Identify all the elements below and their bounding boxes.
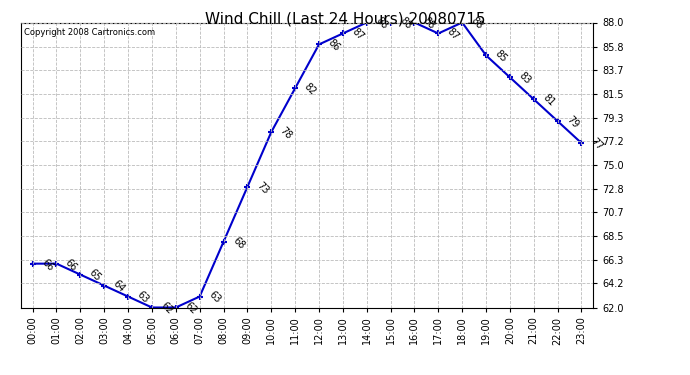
Text: 63: 63 xyxy=(135,290,150,306)
Text: 73: 73 xyxy=(255,180,270,196)
Text: 85: 85 xyxy=(493,48,509,64)
Text: 87: 87 xyxy=(350,27,366,42)
Text: 66: 66 xyxy=(39,257,55,273)
Text: 62: 62 xyxy=(159,301,175,316)
Text: 88: 88 xyxy=(397,16,413,32)
Text: 86: 86 xyxy=(326,38,342,53)
Text: 83: 83 xyxy=(517,70,533,86)
Text: 63: 63 xyxy=(206,290,222,306)
Text: 88: 88 xyxy=(469,16,485,32)
Text: 77: 77 xyxy=(589,136,604,152)
Text: 79: 79 xyxy=(564,114,580,130)
Text: 68: 68 xyxy=(230,235,246,250)
Text: 81: 81 xyxy=(541,93,556,108)
Text: 82: 82 xyxy=(302,81,318,97)
Text: 78: 78 xyxy=(278,125,294,141)
Text: 65: 65 xyxy=(88,268,103,284)
Text: 62: 62 xyxy=(183,301,199,316)
Text: 88: 88 xyxy=(422,16,437,32)
Text: 64: 64 xyxy=(111,279,127,294)
Text: 87: 87 xyxy=(445,27,461,42)
Text: Copyright 2008 Cartronics.com: Copyright 2008 Cartronics.com xyxy=(23,28,155,37)
Text: 88: 88 xyxy=(374,16,389,32)
Text: 66: 66 xyxy=(63,257,79,273)
Text: Wind Chill (Last 24 Hours) 20080715: Wind Chill (Last 24 Hours) 20080715 xyxy=(205,11,485,26)
